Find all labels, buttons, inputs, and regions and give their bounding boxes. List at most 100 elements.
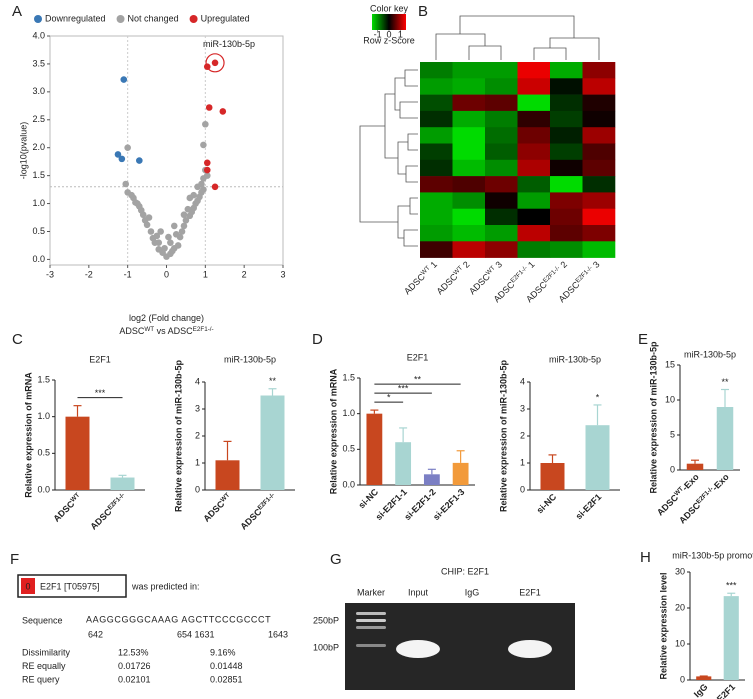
point (147, 228, 155, 235)
point (203, 159, 211, 167)
heat-cell (582, 78, 616, 95)
heat-cell (420, 110, 453, 128)
heat-cell (582, 62, 616, 79)
point (211, 59, 219, 67)
heat-cell (485, 208, 518, 226)
marker-band (356, 612, 386, 615)
heat-cell (485, 241, 518, 258)
chart-title: miR-130b-5p (224, 354, 276, 364)
point (122, 180, 130, 188)
bar (452, 462, 469, 485)
heat-cell (550, 225, 583, 242)
x-tick-label: 0 (164, 269, 169, 279)
heat-cell (550, 62, 583, 79)
panel-letter: F (10, 551, 19, 568)
point (180, 211, 188, 219)
x-tick-label: E2F1 (715, 682, 737, 699)
heat-cell (582, 127, 616, 144)
column-label-part: WT (485, 264, 497, 276)
heat-cell (452, 159, 486, 177)
heat-cell (550, 159, 583, 177)
heat-cell (517, 62, 551, 79)
y-tick-label: 2.0 (32, 142, 45, 152)
key-gradient (372, 14, 406, 30)
gel-title: CHIP: E2F1 (441, 566, 489, 576)
point (153, 232, 161, 240)
x-tick-label: -3 (46, 269, 54, 279)
heat-cell (452, 62, 486, 79)
bar (696, 676, 712, 680)
y-tick-label: 0.0 (342, 479, 355, 489)
key-label: Row z-Score (363, 35, 415, 45)
heat-cell (485, 176, 518, 193)
badge-box (21, 578, 35, 594)
badge: 0 (25, 581, 30, 591)
y-axis-label: Relative expression of miR-130b-5p (173, 359, 183, 512)
heat-cell (582, 192, 616, 209)
key-tick-label: 0 (386, 29, 391, 39)
heat-cell (420, 225, 453, 242)
heat-cell (550, 143, 583, 161)
row-dendrogram (359, 69, 418, 247)
bar (540, 463, 565, 490)
y-tick-label: 1.0 (32, 198, 45, 208)
heat-cell (420, 208, 453, 226)
y-tick-label: 4 (520, 376, 525, 386)
column-dendrogram (435, 15, 600, 60)
heat-cell (452, 192, 486, 209)
heat-cell (420, 127, 453, 144)
point (172, 230, 180, 238)
y-tick-label: 0.0 (32, 254, 45, 264)
legend-label: Not changed (128, 13, 179, 23)
column-label: ADSCWT 1 (402, 259, 439, 296)
y-tick-label: 10 (665, 394, 675, 404)
bar (215, 460, 240, 490)
point (184, 205, 192, 213)
factor-box (17, 574, 127, 598)
heat-cell (452, 127, 486, 144)
y-tick-label: 0 (670, 464, 675, 474)
heat-cell (582, 176, 616, 193)
x-tick-label: ADSCE2F1-/--Exo (677, 471, 732, 526)
factor: E2F1 [T05975] (40, 581, 100, 591)
point (200, 141, 207, 149)
position: 654 1631 (177, 629, 215, 639)
point (174, 242, 182, 249)
bar (65, 416, 90, 490)
heat-cell (420, 143, 453, 161)
heat-cell (485, 143, 518, 161)
y-tick-label: 0.5 (37, 448, 50, 458)
heat-cell (452, 208, 486, 226)
key-tick-label: 1 (398, 29, 403, 39)
panel-letter: E (638, 331, 648, 348)
y-tick-label: 0 (520, 484, 525, 494)
chart-title: E2F1 (407, 352, 429, 362)
y-tick-label: 2 (195, 430, 200, 440)
score: 0.01448 (210, 661, 243, 671)
marker-band (356, 644, 386, 647)
heat-cell (582, 159, 616, 177)
x-tick-label: si-E2F1 (574, 492, 604, 522)
x-tick-label: -2 (85, 269, 93, 279)
y-tick-label: 1.0 (37, 411, 50, 421)
y-tick-label: 0.5 (342, 444, 355, 454)
heat-cell (517, 94, 551, 112)
x-tick-label: si-NC (357, 487, 381, 511)
score-label: RE query (22, 674, 60, 684)
heat-cell (517, 208, 551, 226)
heat-cell (452, 78, 486, 95)
marker-band (356, 619, 386, 622)
y-tick-label: 3.5 (32, 58, 45, 68)
x-tick-label: 3 (280, 269, 285, 279)
point (200, 186, 207, 193)
y-tick-label: 1.5 (342, 372, 355, 382)
point (178, 228, 186, 235)
point (145, 214, 153, 221)
plot-frame (49, 35, 284, 266)
column-label-part: WT (452, 264, 464, 276)
heat-cell (452, 241, 486, 258)
point (211, 183, 219, 191)
y-axis-label: Relative expression of mRNA (23, 372, 33, 498)
heat-cell (582, 94, 616, 112)
x-axis-label-part: ADSC (119, 326, 145, 336)
